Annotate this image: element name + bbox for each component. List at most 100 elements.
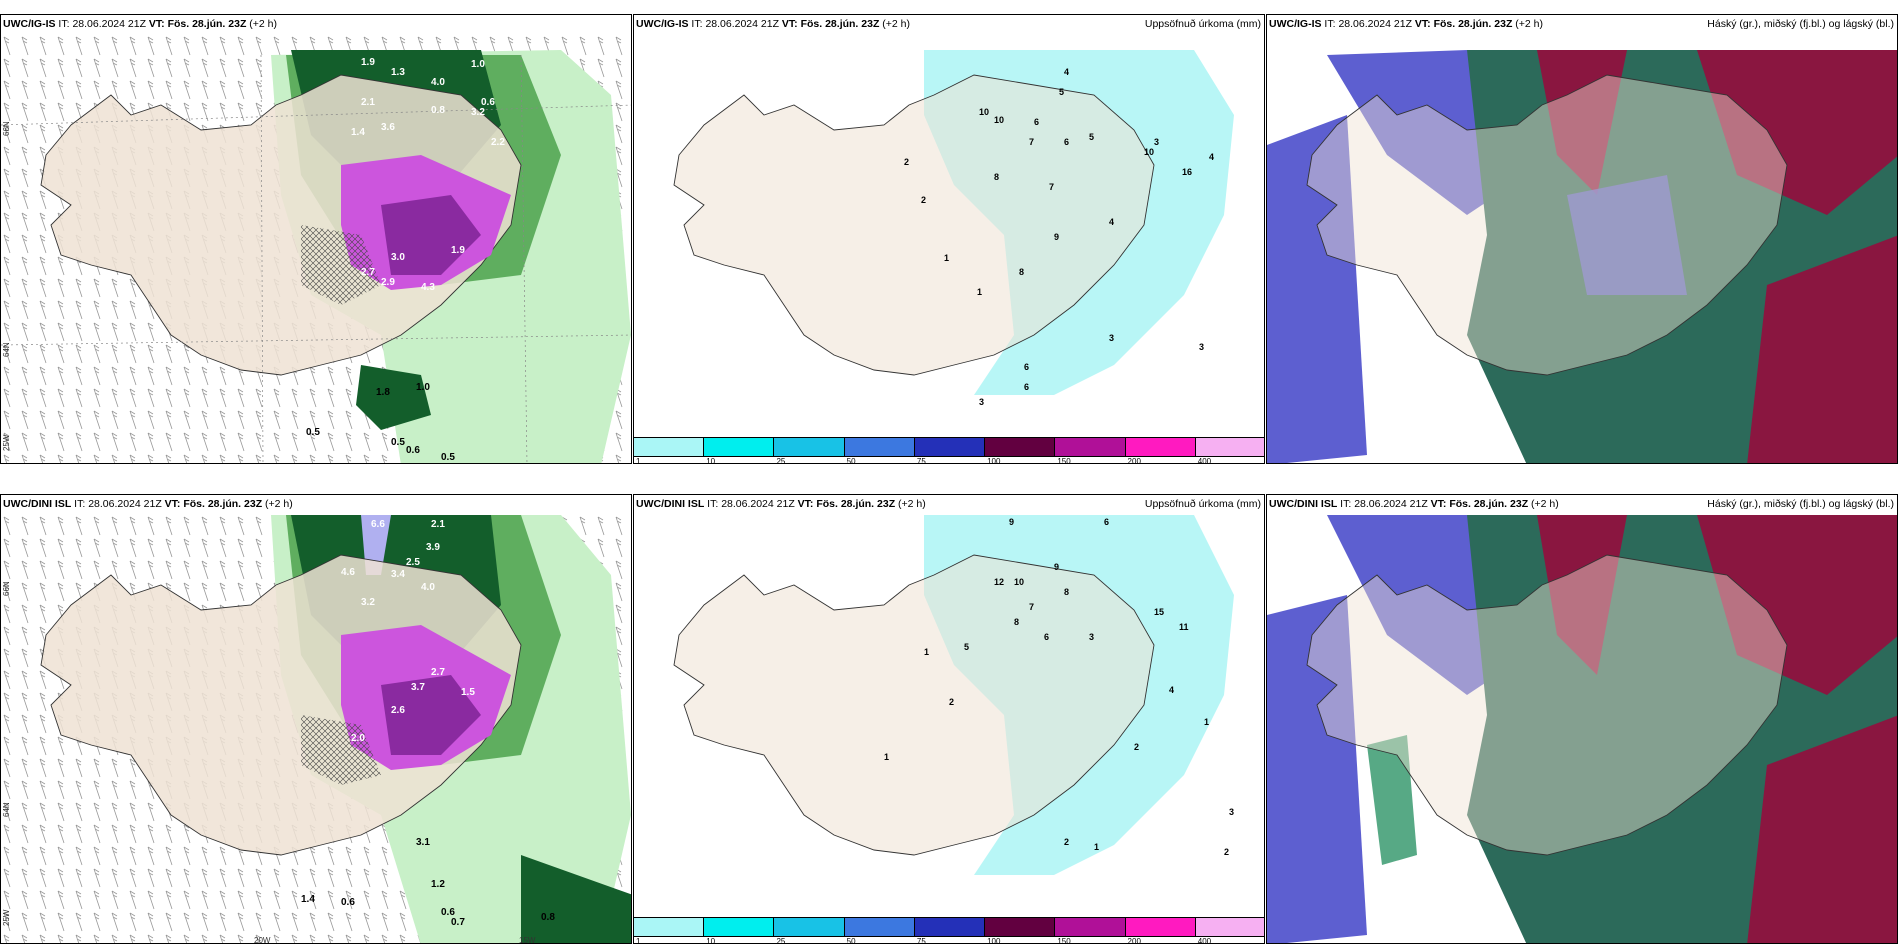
- precip-value: 2.0: [351, 733, 365, 744]
- accum-value: 15: [1154, 607, 1164, 617]
- accum-value: 1: [1094, 842, 1099, 852]
- panel-title: UWC/IG-IS IT: 28.06.2024 21Z VT: Fös. 28…: [636, 18, 911, 30]
- accum-value: 6: [1034, 117, 1039, 127]
- accum-value: 2: [904, 157, 909, 167]
- accum-value: 6: [1024, 382, 1029, 392]
- precip-wind-map: 1.9 1.3 1.0 0.6 3.2 2.1 4.0 1.4 3.6 0.8 …: [1, 35, 631, 463]
- colorbar-segment: [985, 918, 1056, 936]
- precip-value: 3.0: [391, 252, 405, 263]
- colorbar-tick-label: 1: [636, 937, 641, 944]
- colorbar-tick-label: 200: [1127, 937, 1141, 944]
- precip-value: 3.4: [391, 569, 405, 580]
- accum-value: 3: [1229, 807, 1234, 817]
- precip-value: 0.5: [441, 452, 455, 463]
- colorbar-segment: [774, 918, 845, 936]
- precip-value: 3.1: [416, 837, 430, 848]
- precip-value: 0.5: [391, 437, 405, 448]
- precip-value: 3.2: [361, 597, 375, 608]
- accum-value: 10: [1014, 577, 1024, 587]
- colorbar-tick-label: 25: [776, 457, 786, 464]
- precip-value: 1.5: [461, 687, 475, 698]
- colorbar-segment: [1055, 438, 1126, 456]
- accum-value: 3: [1109, 333, 1114, 343]
- lat-label: 66N: [2, 581, 11, 596]
- colorbar-segment: [914, 438, 986, 456]
- colorbar-segment: [1055, 918, 1126, 936]
- colorbar-segment: [844, 438, 915, 456]
- precip-value: 2.5: [406, 557, 420, 568]
- accum-value: 16: [1182, 167, 1192, 177]
- accum-value: 1: [1204, 717, 1209, 727]
- cloud-cover-map: [1267, 35, 1897, 463]
- panel-accum-precip-igis: UWC/IG-IS IT: 28.06.2024 21Z VT: Fös. 28…: [633, 14, 1265, 464]
- accum-precip-map: 4 5 10 10 6 7 6 5 8 7 9 4 2 2 1 3 10 16 …: [673, 50, 1234, 407]
- precip-value: 1.9: [361, 57, 375, 68]
- accum-value: 6: [1024, 362, 1029, 372]
- accum-value: 2: [1134, 742, 1139, 752]
- colorbar-segment: [844, 918, 915, 936]
- accum-value: 4: [1209, 152, 1214, 162]
- lon-label: 15W: [519, 936, 536, 944]
- accum-value: 12: [994, 577, 1004, 587]
- accum-value: 7: [1049, 182, 1054, 192]
- colorbar: 1 10 25 50 75 100 150 200 400: [634, 917, 1264, 944]
- lon-label: 20W: [254, 936, 271, 944]
- precip-value: 4.0: [421, 582, 435, 593]
- accum-value: 8: [1014, 617, 1019, 627]
- colorbar-segment: [704, 438, 775, 456]
- precip-value: 2.6: [391, 705, 405, 716]
- colorbar-tick-label: 400: [1197, 457, 1212, 464]
- panel-title: UWC/DINI ISL IT: 28.06.2024 21Z VT: Fös.…: [636, 498, 926, 510]
- colorbar-tick-label: 1: [636, 457, 641, 464]
- accum-value: 5: [1089, 132, 1094, 142]
- lat-label: 64N: [2, 342, 11, 357]
- accum-value: 10: [979, 107, 989, 117]
- precip-value: 2.2: [491, 137, 505, 148]
- accum-value: 3: [1154, 137, 1159, 147]
- panel-subtitle: Uppsöfnuð úrkoma (mm): [1144, 498, 1261, 510]
- precip-value: 0.7: [451, 917, 465, 928]
- panel-clouds-igis: UWC/IG-IS IT: 28.06.2024 21Z VT: Fös. 28…: [1266, 14, 1898, 464]
- precip-value: 1.0: [471, 59, 485, 70]
- accum-value: 11: [1179, 622, 1189, 632]
- precip-value: 2.1: [361, 97, 375, 108]
- colorbar-segment: [985, 438, 1056, 456]
- precip-value: 6.6: [371, 519, 385, 530]
- precip-value: 0.6: [481, 97, 495, 108]
- accum-value: 5: [1059, 87, 1064, 97]
- accum-value: 4: [1109, 217, 1114, 227]
- colorbar-segment: [914, 918, 986, 936]
- precip-value: 3.9: [426, 542, 440, 553]
- accum-value: 2: [1224, 847, 1229, 857]
- colorbar-tick-label: 75: [916, 457, 926, 464]
- colorbar-segment: [1195, 918, 1264, 936]
- accum-value: 2: [949, 697, 954, 707]
- accum-value: 1: [944, 253, 949, 263]
- accum-value: 1: [884, 752, 889, 762]
- colorbar-tick-label: 100: [987, 457, 1001, 464]
- accum-value: 5: [964, 642, 969, 652]
- precip-value: 1.8: [376, 387, 390, 398]
- accum-value: 1: [977, 287, 982, 297]
- accum-value: 6: [1044, 632, 1049, 642]
- accum-value: 8: [1064, 587, 1069, 597]
- accum-value: 1: [924, 647, 929, 657]
- precip-value: 3.7: [411, 682, 425, 693]
- panel-title: UWC/DINI ISL IT: 28.06.2024 21Z VT: Fös.…: [1269, 498, 1559, 510]
- precip-value: 2.1: [431, 519, 445, 530]
- precip-value: 4.0: [431, 77, 445, 88]
- panel-precip-wind-dini: UWC/DINI ISL IT: 28.06.2024 21Z VT: Fös.…: [0, 494, 632, 944]
- precip-value: 2.9: [381, 277, 395, 288]
- accum-value: 9: [1054, 232, 1059, 242]
- colorbar-tick-label: 100: [987, 937, 1001, 944]
- precip-value: 0.8: [541, 912, 555, 923]
- panel-title: UWC/IG-IS IT: 28.06.2024 21Z VT: Fös. 28…: [1269, 18, 1544, 30]
- colorbar-tick-label: 400: [1197, 937, 1212, 944]
- colorbar-segment: [774, 438, 845, 456]
- accum-precip-map: 9 6 12 10 7 9 8 8 6 15 11 3 5 1 2 1 4 2 …: [673, 515, 1234, 875]
- panel-subtitle: Háský (gr.), miðský (fj.bl.) og lágský (…: [1707, 18, 1894, 30]
- precip-value: 1.9: [451, 245, 465, 256]
- accum-value: 2: [1064, 837, 1069, 847]
- precip-value: 0.6: [406, 445, 420, 456]
- precip-value: 0.5: [306, 427, 320, 438]
